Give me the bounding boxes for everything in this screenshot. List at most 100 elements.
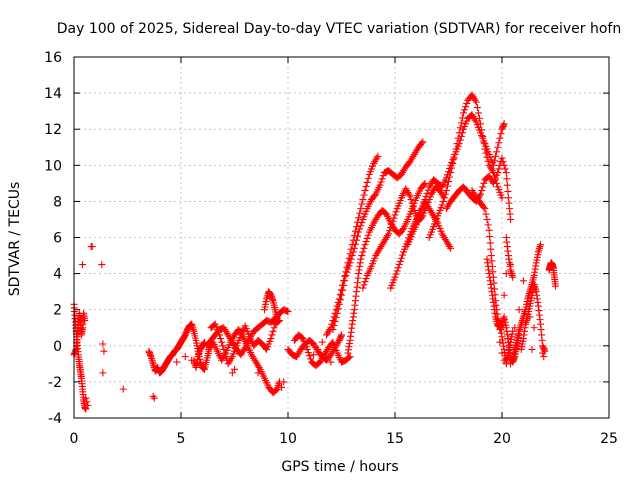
- data-point: [443, 182, 451, 190]
- x-tick-label: 20: [493, 431, 511, 447]
- data-point: [222, 353, 230, 361]
- data-point: [457, 119, 465, 127]
- data-point: [446, 173, 454, 181]
- data-point: [348, 252, 356, 260]
- x-axis-label: GPS time / hours: [281, 459, 398, 475]
- data-point: [339, 286, 347, 294]
- data-point: [495, 165, 503, 173]
- data-point: [438, 201, 446, 209]
- data-point: [359, 248, 367, 256]
- data-point: [500, 291, 508, 299]
- data-point: [374, 152, 382, 160]
- data-point: [474, 109, 482, 117]
- y-tick-label: -2: [48, 375, 62, 391]
- data-point: [387, 224, 395, 232]
- data-point: [181, 353, 189, 361]
- data-point: [453, 140, 461, 148]
- data-point: [298, 334, 306, 342]
- data-point: [267, 335, 275, 343]
- data-point: [360, 244, 368, 252]
- data-point: [492, 152, 500, 160]
- data-point: [502, 270, 510, 278]
- data-point: [491, 157, 499, 165]
- data-point: [349, 248, 357, 256]
- data-point: [331, 317, 339, 325]
- data-point: [330, 321, 338, 329]
- data-point: [357, 255, 365, 263]
- data-point: [217, 335, 225, 343]
- data-point: [494, 143, 502, 151]
- data-point: [396, 257, 404, 265]
- data-point: [83, 398, 91, 406]
- data-point: [477, 190, 485, 198]
- data-point: [483, 215, 491, 223]
- data-point: [451, 150, 459, 158]
- data-point: [254, 369, 262, 377]
- data-point: [419, 202, 427, 210]
- data-point: [391, 273, 399, 281]
- data-point: [216, 331, 224, 339]
- data-point: [362, 275, 370, 283]
- data-point: [484, 157, 492, 165]
- data-point: [231, 365, 238, 373]
- data-point: [377, 178, 385, 186]
- data-point: [338, 331, 345, 339]
- data-point: [507, 261, 515, 269]
- data-point: [99, 369, 107, 377]
- x-tick-label: 25: [600, 431, 618, 447]
- data-point: [310, 351, 318, 359]
- data-point: [503, 181, 511, 189]
- x-tick-label: 5: [177, 431, 186, 447]
- data-point: [347, 255, 355, 263]
- data-point: [423, 189, 431, 197]
- data-point: [461, 106, 469, 114]
- data-point: [338, 291, 345, 299]
- y-tick-label: 2: [53, 303, 62, 319]
- y-tick-label: 16: [44, 50, 62, 66]
- data-point: [360, 191, 368, 199]
- data-point: [306, 355, 314, 363]
- data-point: [395, 261, 403, 269]
- data-point: [515, 306, 523, 314]
- y-tick-label: 4: [53, 267, 62, 283]
- data-point: [503, 175, 511, 183]
- data-point: [391, 211, 399, 219]
- data-point: [284, 308, 292, 316]
- data-point: [360, 281, 368, 289]
- data-point: [389, 217, 397, 225]
- data-point: [344, 265, 352, 273]
- data-point: [496, 134, 504, 142]
- data-point: [388, 220, 396, 228]
- data-point: [379, 172, 387, 180]
- data-point: [269, 327, 277, 335]
- data-point: [398, 251, 406, 259]
- data-point: [509, 327, 517, 335]
- data-point: [472, 98, 480, 106]
- data-point: [150, 394, 158, 402]
- data-point: [333, 309, 341, 317]
- data-point: [519, 277, 527, 285]
- data-point: [483, 153, 491, 161]
- data-point: [420, 181, 428, 189]
- data-point: [340, 281, 348, 289]
- data-point: [393, 267, 401, 275]
- data-point: [336, 296, 344, 304]
- data-point: [341, 276, 349, 284]
- data-point: [342, 271, 350, 279]
- data-point: [498, 349, 506, 357]
- data-point: [418, 205, 426, 213]
- data-point: [421, 196, 429, 204]
- data-point: [482, 149, 490, 157]
- data-point: [314, 345, 322, 353]
- data-point: [351, 227, 359, 235]
- data-point: [462, 103, 470, 111]
- data-point: [352, 236, 360, 244]
- data-point: [361, 278, 369, 286]
- data-point: [490, 279, 498, 287]
- data-point: [100, 347, 108, 355]
- data-point: [454, 134, 462, 142]
- data-point: [509, 273, 517, 281]
- data-point: [79, 261, 87, 269]
- data-point: [220, 345, 228, 353]
- data-point: [500, 120, 508, 128]
